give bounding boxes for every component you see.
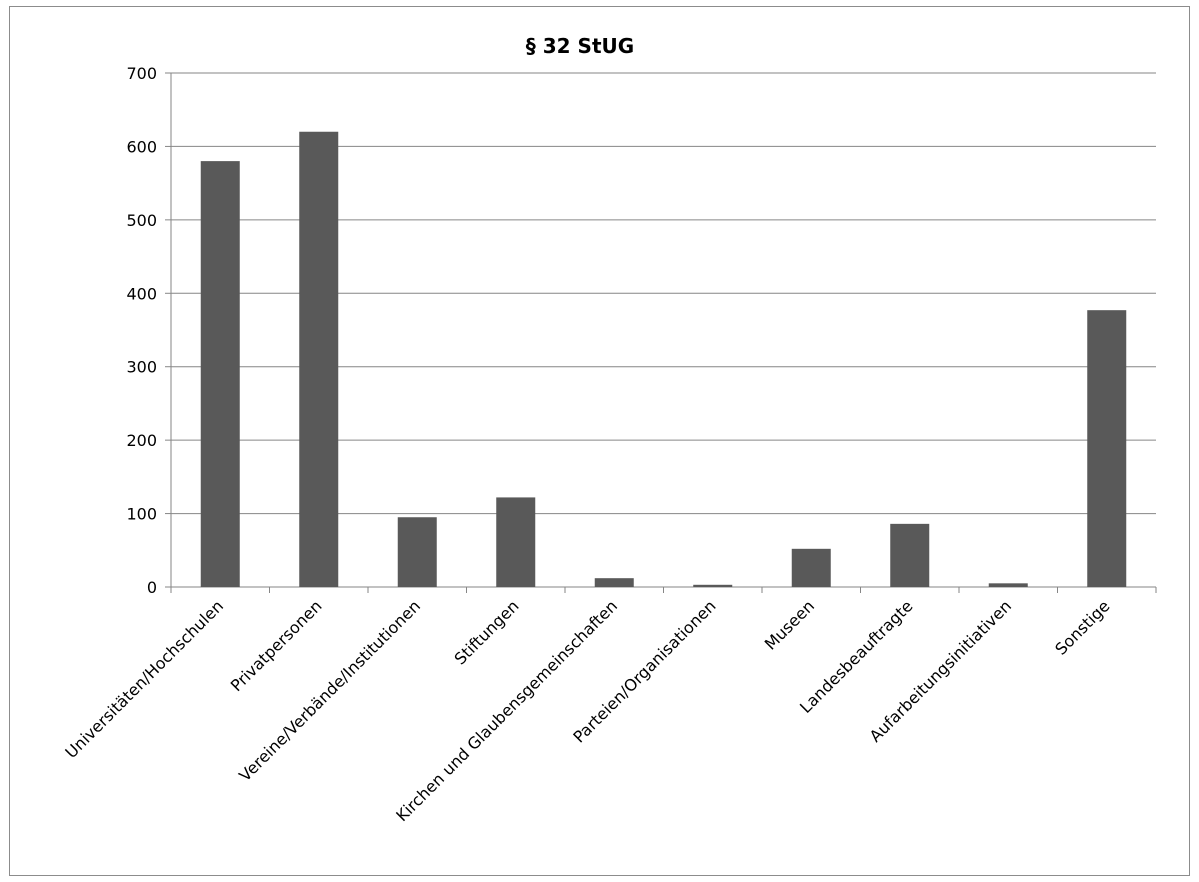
y-tick-label: 0 xyxy=(147,578,157,597)
y-tick-label: 100 xyxy=(126,505,157,524)
chart-title: § 32 StUG xyxy=(526,34,634,58)
bar xyxy=(594,578,634,587)
y-tick-label: 300 xyxy=(126,358,157,377)
bar xyxy=(988,583,1028,587)
x-tick-label: Universitäten/Hochschulen xyxy=(61,596,227,762)
x-tick-label: Stiftungen xyxy=(451,596,523,668)
bar xyxy=(693,584,733,587)
y-tick-label: 500 xyxy=(126,211,157,230)
x-tick-label: Privatpersonen xyxy=(227,596,326,695)
x-tick-label: Vereine/Verbände/Institutionen xyxy=(235,596,424,785)
x-tick-label: Sonstige xyxy=(1051,596,1113,658)
y-tick-labels: 0 100 200 300 400 500 600 700 xyxy=(126,64,157,597)
bar xyxy=(791,548,831,587)
x-tick-label: Museen xyxy=(761,596,818,653)
bar xyxy=(200,161,240,587)
bar xyxy=(299,131,339,587)
y-tick-label: 200 xyxy=(126,431,157,450)
bar xyxy=(1087,310,1127,587)
x-tick-labels: Universitäten/Hochschulen PrivatpersonenV… xyxy=(61,596,1113,825)
bar xyxy=(397,517,437,587)
y-tick-label: 400 xyxy=(126,284,157,303)
bar xyxy=(890,523,930,587)
x-tick-label: Kirchen und Glaubensgemeinschaften xyxy=(392,596,621,825)
y-tick-label: 600 xyxy=(126,137,157,156)
bar xyxy=(496,497,536,587)
y-tick-label: 700 xyxy=(126,64,157,83)
bars xyxy=(200,131,1127,587)
